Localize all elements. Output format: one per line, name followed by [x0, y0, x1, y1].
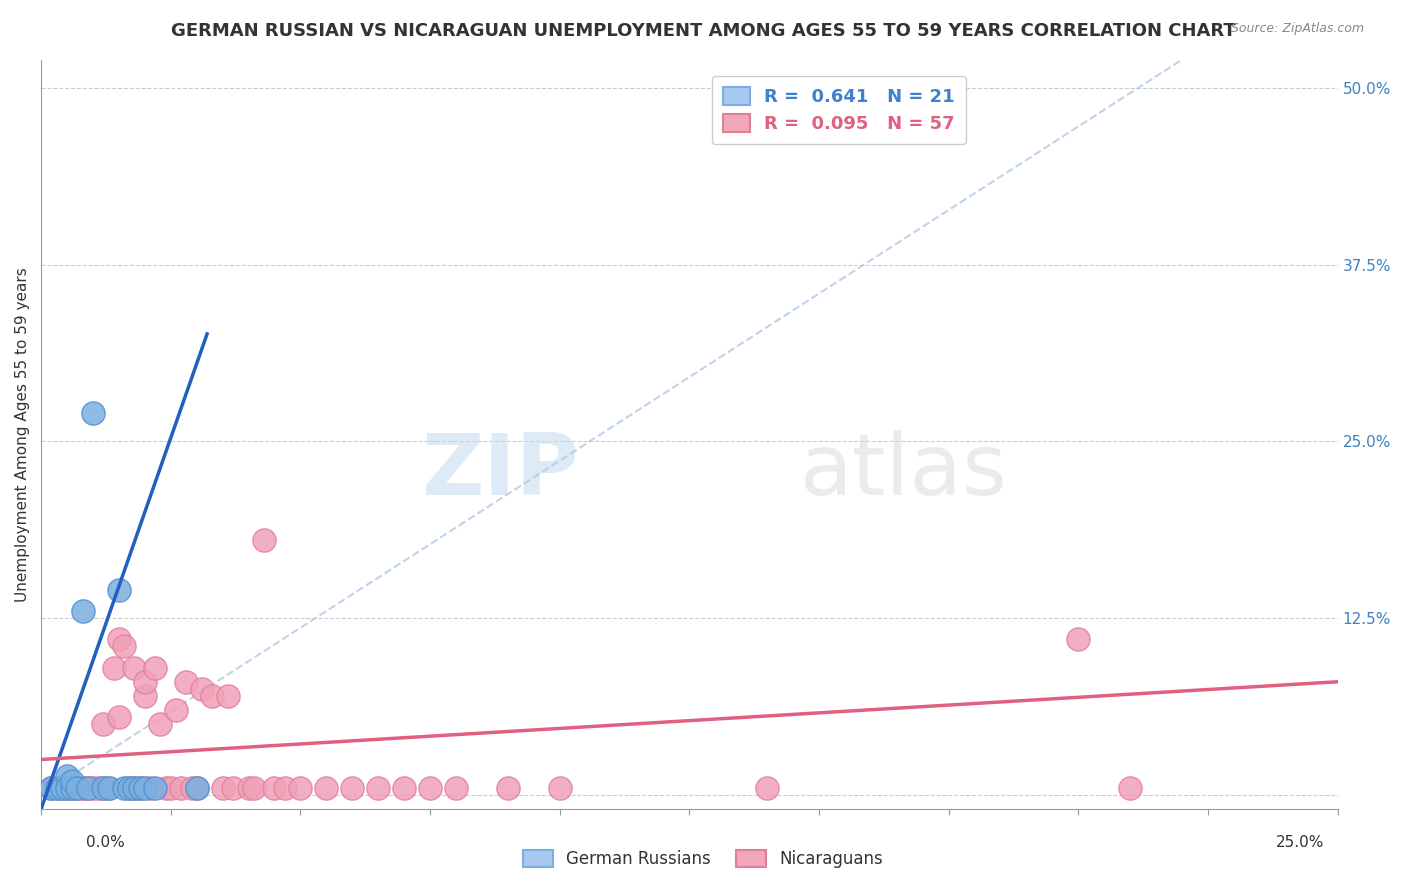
Text: GERMAN RUSSIAN VS NICARAGUAN UNEMPLOYMENT AMONG AGES 55 TO 59 YEARS CORRELATION : GERMAN RUSSIAN VS NICARAGUAN UNEMPLOYMEN…	[170, 22, 1236, 40]
Point	[155, 780, 177, 795]
Point	[72, 780, 94, 795]
Point	[274, 780, 297, 795]
Point	[82, 780, 104, 795]
Point	[242, 780, 264, 795]
Point	[51, 780, 73, 795]
Point	[191, 681, 214, 696]
Point	[108, 632, 131, 647]
Point	[51, 780, 73, 795]
Point	[139, 780, 162, 795]
Point	[66, 780, 89, 795]
Point	[170, 780, 193, 795]
Point	[93, 780, 115, 795]
Point	[128, 780, 150, 795]
Point	[60, 773, 83, 788]
Point	[186, 780, 208, 795]
Point	[128, 780, 150, 795]
Point	[444, 780, 467, 795]
Point	[211, 780, 233, 795]
Point	[87, 780, 110, 795]
Point	[1067, 632, 1090, 647]
Point	[124, 660, 146, 674]
Point	[76, 780, 98, 795]
Point	[60, 780, 83, 795]
Point	[180, 780, 202, 795]
Point	[45, 780, 67, 795]
Legend: German Russians, Nicaraguans: German Russians, Nicaraguans	[516, 843, 890, 875]
Text: atlas: atlas	[800, 430, 1008, 513]
Text: 25.0%: 25.0%	[1277, 836, 1324, 850]
Point	[143, 780, 166, 795]
Point	[367, 780, 389, 795]
Point	[108, 582, 131, 597]
Point	[1119, 780, 1142, 795]
Point	[222, 780, 245, 795]
Point	[66, 780, 89, 795]
Point	[756, 780, 779, 795]
Point	[134, 780, 156, 795]
Point	[548, 780, 571, 795]
Point	[315, 780, 337, 795]
Point	[97, 780, 120, 795]
Point	[118, 780, 141, 795]
Point	[97, 780, 120, 795]
Point	[93, 717, 115, 731]
Y-axis label: Unemployment Among Ages 55 to 59 years: Unemployment Among Ages 55 to 59 years	[15, 267, 30, 602]
Point	[72, 604, 94, 618]
Point	[103, 660, 125, 674]
Point	[56, 776, 79, 790]
Point	[112, 780, 135, 795]
Point	[134, 689, 156, 703]
Text: Source: ZipAtlas.com: Source: ZipAtlas.com	[1230, 22, 1364, 36]
Point	[108, 710, 131, 724]
Point	[165, 703, 187, 717]
Text: ZIP: ZIP	[422, 430, 579, 513]
Point	[201, 689, 224, 703]
Point	[118, 780, 141, 795]
Point	[112, 640, 135, 654]
Point	[41, 780, 63, 795]
Point	[143, 660, 166, 674]
Point	[41, 780, 63, 795]
Point	[238, 780, 260, 795]
Point	[82, 406, 104, 420]
Point	[290, 780, 312, 795]
Point	[56, 780, 79, 795]
Point	[56, 780, 79, 795]
Point	[72, 780, 94, 795]
Legend: R =  0.641   N = 21, R =  0.095   N = 57: R = 0.641 N = 21, R = 0.095 N = 57	[711, 76, 966, 144]
Point	[60, 780, 83, 795]
Point	[134, 674, 156, 689]
Point	[263, 780, 285, 795]
Point	[149, 717, 172, 731]
Point	[217, 689, 239, 703]
Point	[93, 780, 115, 795]
Point	[419, 780, 441, 795]
Point	[159, 780, 181, 795]
Point	[45, 780, 67, 795]
Point	[56, 769, 79, 783]
Point	[124, 780, 146, 795]
Point	[124, 780, 146, 795]
Text: 0.0%: 0.0%	[86, 836, 125, 850]
Point	[186, 780, 208, 795]
Point	[253, 533, 276, 548]
Point	[176, 674, 198, 689]
Point	[76, 780, 98, 795]
Point	[496, 780, 519, 795]
Point	[392, 780, 415, 795]
Point	[342, 780, 364, 795]
